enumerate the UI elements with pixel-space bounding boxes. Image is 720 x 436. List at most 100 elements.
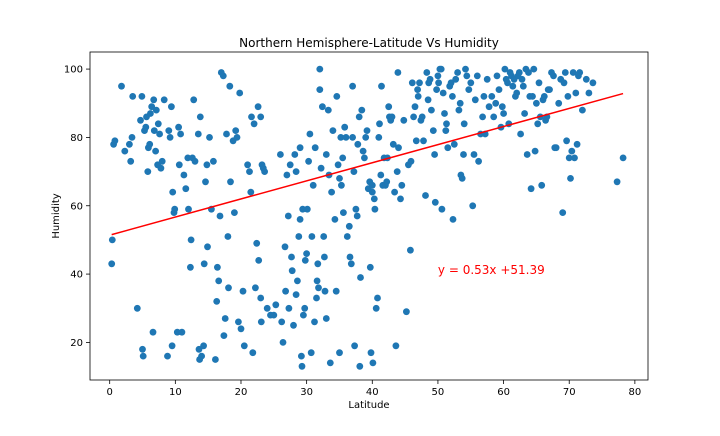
data-point	[263, 304, 271, 312]
data-point	[200, 260, 208, 268]
data-point	[270, 311, 278, 319]
data-point	[550, 72, 557, 80]
data-point	[272, 301, 280, 309]
data-point	[246, 168, 253, 176]
data-point	[311, 318, 318, 326]
x-tick-label: 20	[235, 387, 248, 398]
data-point	[196, 113, 204, 121]
x-tick-label: 10	[169, 387, 182, 398]
data-point	[282, 287, 289, 295]
data-point	[329, 127, 337, 134]
data-point	[391, 188, 398, 196]
data-point	[150, 96, 158, 104]
regression-layer	[111, 92, 624, 236]
data-point	[118, 82, 125, 90]
data-point	[388, 113, 396, 121]
data-point	[306, 130, 314, 138]
data-point	[495, 86, 503, 93]
data-point	[437, 65, 445, 73]
data-point	[322, 151, 330, 158]
data-point	[150, 127, 158, 134]
data-point	[521, 110, 528, 117]
data-point	[375, 134, 383, 141]
data-point	[314, 260, 322, 268]
data-point	[279, 339, 287, 346]
data-point	[334, 161, 342, 169]
data-point	[200, 342, 208, 350]
data-point	[307, 349, 315, 357]
data-point	[213, 298, 221, 305]
data-point	[261, 168, 268, 176]
data-point	[371, 205, 379, 213]
data-point	[518, 75, 526, 83]
data-point	[485, 103, 493, 111]
data-point	[355, 113, 363, 121]
y-tick-label: 100	[64, 65, 83, 76]
data-point	[435, 79, 442, 87]
data-point	[394, 69, 402, 76]
data-point	[469, 202, 477, 210]
data-point	[523, 151, 531, 158]
data-point	[257, 294, 265, 302]
data-point	[342, 134, 350, 141]
data-point	[219, 72, 227, 80]
x-tick-label: 50	[432, 387, 445, 398]
data-point	[185, 205, 192, 213]
data-point	[398, 181, 406, 189]
data-point	[182, 185, 190, 193]
data-point	[255, 257, 263, 264]
data-point	[351, 342, 358, 350]
data-point	[576, 69, 584, 76]
data-point	[253, 239, 261, 247]
data-point	[146, 140, 154, 148]
data-point	[288, 267, 296, 275]
data-point	[442, 127, 450, 134]
data-point	[221, 315, 229, 322]
data-point	[194, 130, 202, 138]
data-point	[358, 106, 366, 114]
points-layer	[108, 65, 627, 370]
data-point	[473, 72, 481, 80]
data-point	[316, 86, 324, 93]
data-point	[337, 134, 345, 141]
data-point	[368, 188, 376, 196]
data-point	[488, 93, 496, 100]
data-point	[411, 103, 419, 111]
data-point	[513, 89, 521, 97]
data-point	[250, 120, 258, 128]
data-point	[479, 113, 486, 121]
data-point	[389, 140, 397, 148]
data-point	[492, 99, 500, 107]
data-point	[564, 93, 572, 100]
data-point	[568, 147, 576, 155]
data-point	[158, 157, 166, 165]
data-point	[284, 212, 292, 220]
data-point	[426, 75, 434, 83]
data-point	[369, 359, 377, 367]
data-point	[374, 294, 381, 302]
data-point	[345, 222, 353, 230]
data-point	[168, 103, 175, 111]
data-point	[321, 287, 329, 295]
data-point	[349, 82, 356, 90]
x-tick-label: 70	[563, 387, 576, 398]
data-point	[433, 86, 440, 93]
data-point	[343, 233, 351, 240]
data-point	[326, 359, 334, 367]
data-point	[328, 188, 335, 196]
data-point	[480, 93, 488, 100]
data-point	[281, 243, 289, 251]
data-point	[529, 93, 536, 100]
axes-layer: 0 10 20 30 40 50 60 70 80 20 40 60 80 100	[64, 51, 649, 398]
data-point	[214, 263, 221, 271]
data-point	[257, 113, 265, 121]
data-point	[322, 315, 330, 322]
data-point	[563, 137, 570, 145]
data-point	[278, 318, 286, 326]
data-point	[352, 205, 360, 213]
data-point	[470, 151, 478, 158]
data-point	[443, 120, 450, 128]
data-point	[530, 65, 538, 73]
data-point	[493, 72, 501, 80]
data-point	[418, 113, 426, 121]
